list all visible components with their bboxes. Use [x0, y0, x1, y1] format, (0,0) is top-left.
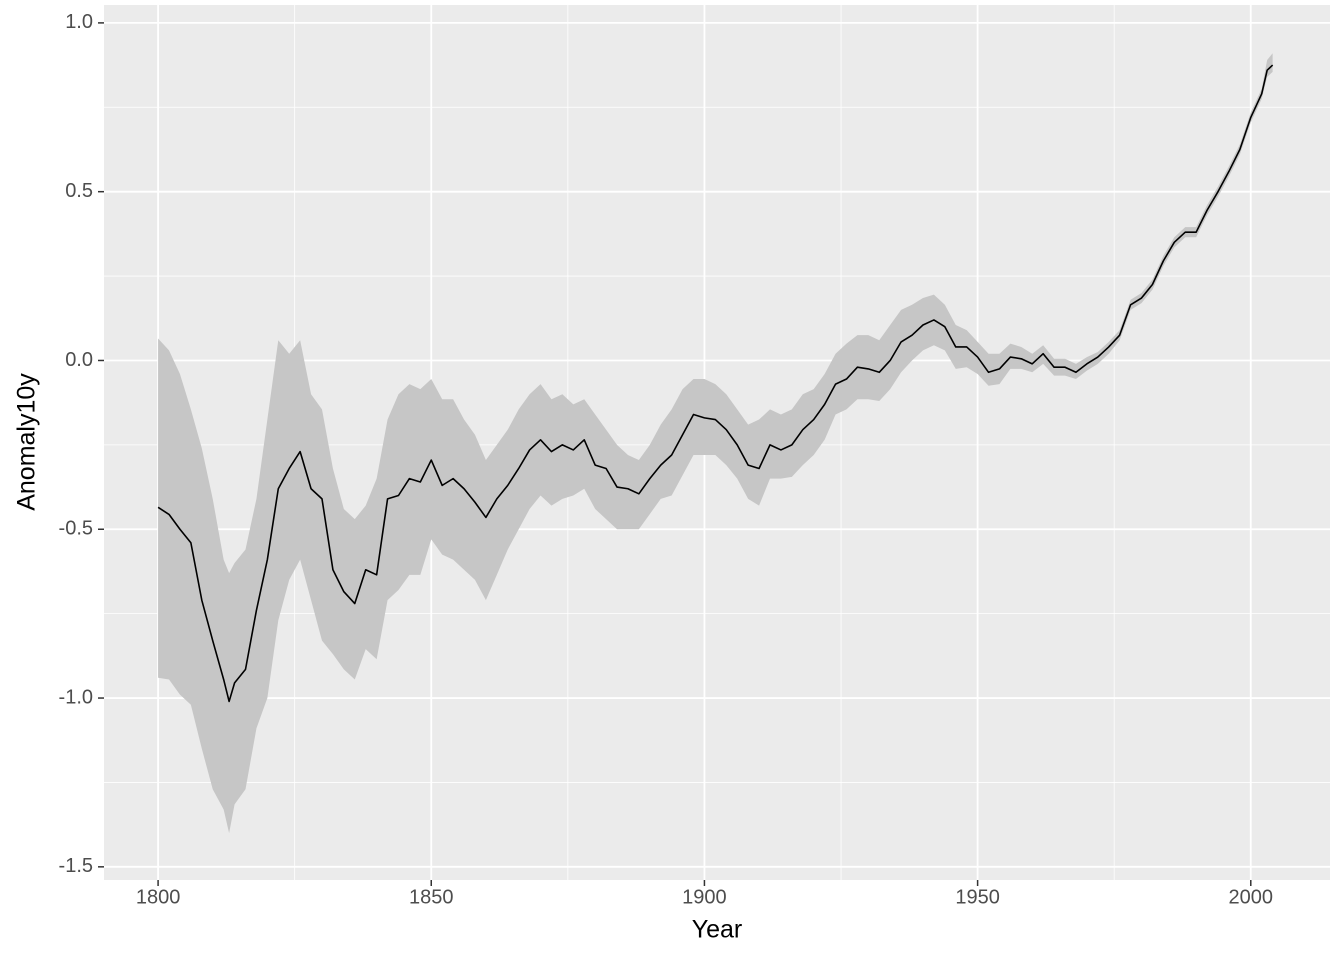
x-tick-label: 1900 — [682, 886, 727, 908]
confidence-ribbon — [158, 53, 1273, 834]
y-tick-label: -1.5 — [59, 855, 93, 877]
y-axis-title: Anomaly10y — [13, 373, 41, 511]
line — [157, 64, 1274, 703]
x-tick-label: 1850 — [409, 886, 454, 908]
x-tick-label: 2000 — [1229, 886, 1274, 908]
x-tick-label: 1800 — [136, 886, 181, 908]
y-tick-label: 1.0 — [65, 11, 93, 33]
x-tick-label: 1950 — [955, 886, 1000, 908]
y-tick-label: -0.5 — [59, 518, 93, 540]
y-tick-label: 0.5 — [65, 180, 93, 202]
y-tick-label: 0.0 — [65, 349, 93, 371]
x-axis-title: Year — [692, 916, 743, 944]
y-tick-label: -1.0 — [59, 686, 93, 708]
